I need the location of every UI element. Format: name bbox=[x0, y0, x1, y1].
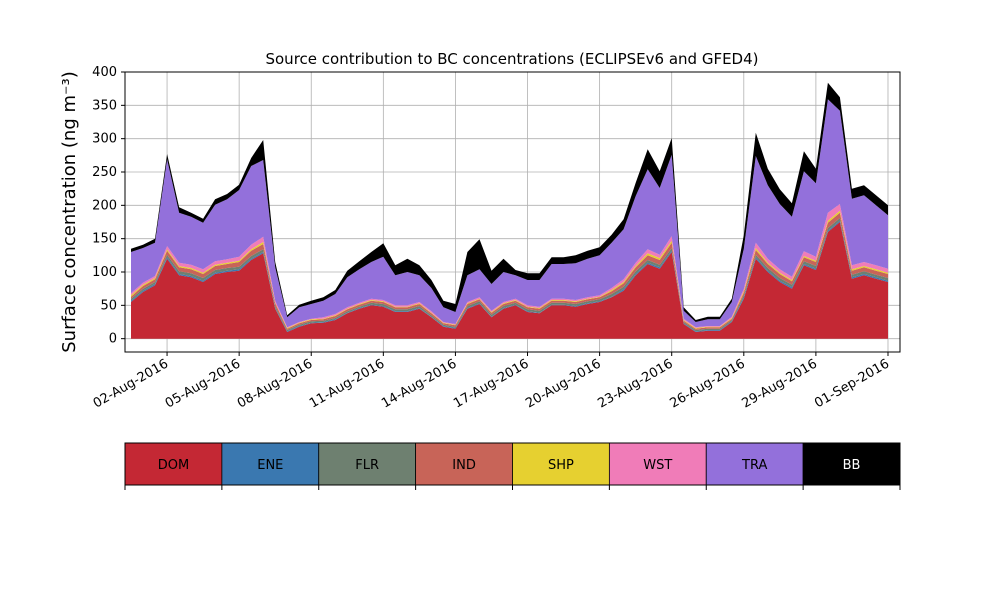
x-tick-label: 01-Sep-2016 bbox=[812, 356, 892, 411]
x-tick-label: 20-Aug-2016 bbox=[523, 356, 603, 411]
chart-title: Source contribution to BC concentrations… bbox=[265, 50, 758, 68]
legend: DOM ENE FLR IND SHP WST TRA BB bbox=[124, 442, 901, 490]
legend-swatch-ind bbox=[415, 442, 513, 486]
x-tick-label: 17-Aug-2016 bbox=[451, 356, 531, 411]
legend-label: ENE bbox=[257, 458, 283, 473]
area-series-tra bbox=[131, 99, 888, 328]
legend-label: FLR bbox=[355, 458, 379, 473]
legend-label: SHP bbox=[548, 458, 574, 473]
legend-label: TRA bbox=[741, 458, 767, 473]
x-tick-label: 11-Aug-2016 bbox=[307, 356, 387, 411]
y-tick-label: 300 bbox=[92, 132, 117, 147]
x-tick-label: 14-Aug-2016 bbox=[379, 356, 459, 411]
x-tick-label: 08-Aug-2016 bbox=[235, 356, 315, 411]
legend-label: IND bbox=[452, 458, 476, 473]
legend-label: BB bbox=[843, 458, 861, 473]
y-tick-label: 100 bbox=[92, 265, 117, 280]
x-tick-label: 05-Aug-2016 bbox=[163, 356, 243, 411]
x-tick-label: 29-Aug-2016 bbox=[740, 356, 820, 411]
y-tick-label: 400 bbox=[92, 65, 117, 80]
y-tick-label: 150 bbox=[92, 232, 117, 247]
x-tick-label: 23-Aug-2016 bbox=[595, 356, 675, 411]
y-tick-label: 250 bbox=[92, 165, 117, 180]
x-tick-label: 02-Aug-2016 bbox=[91, 356, 171, 411]
x-tick-label: 26-Aug-2016 bbox=[667, 356, 747, 411]
legend-label: DOM bbox=[158, 458, 189, 473]
y-tick-label: 200 bbox=[92, 198, 117, 213]
y-axis-label: Surface concentration (ng m⁻³) bbox=[59, 71, 80, 353]
y-tick-label: 50 bbox=[100, 298, 117, 313]
y-axis: 0 50 100 150 200 250 300 350 400 bbox=[92, 65, 125, 347]
y-tick-label: 0 bbox=[109, 332, 117, 347]
legend-swatch-flr bbox=[318, 442, 417, 486]
x-axis: 02-Aug-201605-Aug-201608-Aug-201611-Aug-… bbox=[91, 352, 892, 412]
area-series-dom bbox=[131, 222, 888, 339]
stacked-areas bbox=[131, 82, 888, 339]
legend-label: WST bbox=[643, 458, 672, 473]
plot-frame bbox=[124, 71, 901, 353]
y-tick-label: 350 bbox=[92, 98, 117, 113]
